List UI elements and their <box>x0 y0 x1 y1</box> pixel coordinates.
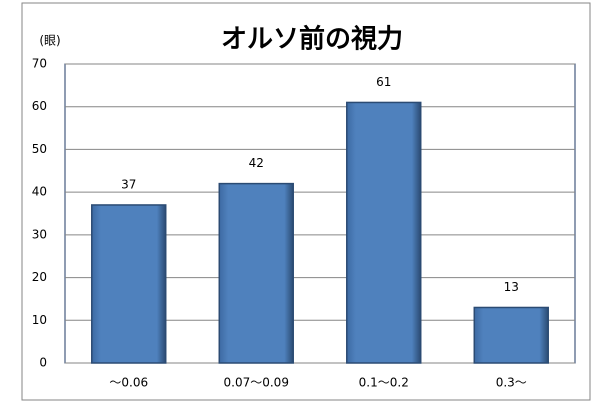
y-axis-label: (眼) <box>39 34 60 48</box>
data-label: 42 <box>249 156 264 170</box>
y-tick-label: 30 <box>32 227 47 241</box>
y-tick-label: 40 <box>32 185 47 199</box>
y-tick-label: 0 <box>39 356 47 370</box>
bar <box>473 306 549 364</box>
y-tick-label: 10 <box>32 313 47 327</box>
x-tick-label: 0.07～0.09 <box>224 376 289 390</box>
bar <box>346 101 422 364</box>
data-label: 37 <box>121 177 136 191</box>
y-tick-label: 70 <box>32 57 47 71</box>
bar <box>218 182 294 364</box>
x-tick-label: 0.3～ <box>496 376 527 390</box>
x-tick-label: 0.1～0.2 <box>359 376 409 390</box>
y-tick-label: 50 <box>32 142 47 156</box>
data-label: 13 <box>504 280 519 294</box>
data-label: 61 <box>376 75 391 89</box>
y-tick-label: 20 <box>32 270 47 284</box>
x-tick-label: ～0.06 <box>109 376 148 390</box>
y-tick-label: 60 <box>32 99 47 113</box>
bar <box>91 204 167 364</box>
chart-title: オルソ前の視力 <box>221 24 403 55</box>
